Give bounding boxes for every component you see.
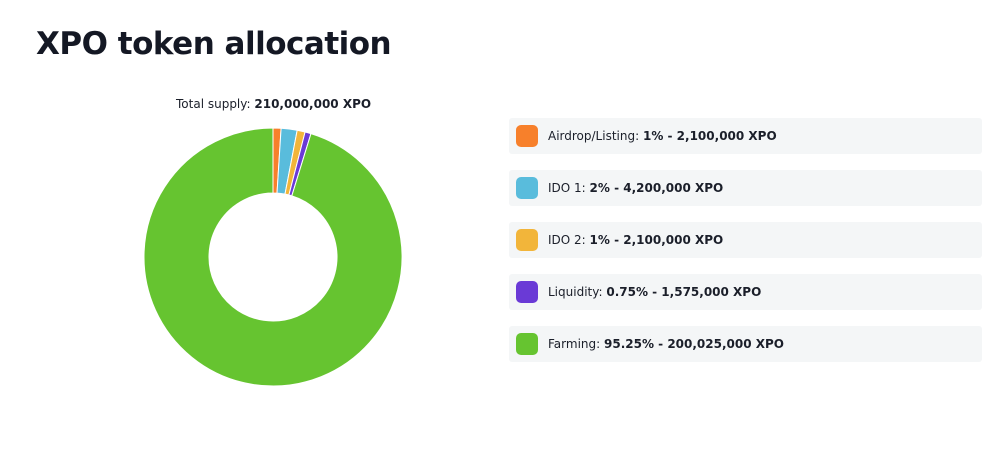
legend-swatch-ido-1 [516,177,538,199]
total-supply-label: Total supply: [176,97,251,111]
legend-item-ido-1: IDO 1: 2% - 4,200,000 XPO [509,170,982,206]
legend-label: Airdrop/Listing: [548,129,640,143]
legend-label: Liquidity: [548,285,603,299]
legend-item-liquidity: Liquidity: 0.75% - 1,575,000 XPO [509,274,982,310]
total-supply-value: 210,000,000 XPO [254,97,372,111]
legend-swatch-liquidity [516,281,538,303]
legend-value: 1% - 2,100,000 XPO [642,129,777,143]
page-title: XPO token allocation [36,26,392,62]
legend-value: 95.25% - 200,025,000 XPO [604,337,785,351]
donut-slice-farming [143,127,403,387]
legend-item-farming: Farming: 95.25% - 200,025,000 XPO [509,326,982,362]
legend: Airdrop/Listing: 1% - 2,100,000 XPO IDO … [509,118,982,378]
legend-value: 2% - 4,200,000 XPO [589,181,724,195]
legend-swatch-ido-2 [516,229,538,251]
legend-value: 0.75% - 1,575,000 XPO [606,285,762,299]
legend-swatch-airdrop-listing [516,125,538,147]
legend-item-airdrop-listing: Airdrop/Listing: 1% - 2,100,000 XPO [509,118,982,154]
donut-chart [143,127,403,387]
legend-label: IDO 2: [548,233,586,247]
legend-label: IDO 1: [548,181,586,195]
legend-label: Farming: [548,337,601,351]
legend-value: 1% - 2,100,000 XPO [589,233,724,247]
legend-swatch-farming [516,333,538,355]
legend-item-ido-2: IDO 2: 1% - 2,100,000 XPO [509,222,982,258]
donut-slices [143,127,403,387]
total-supply: Total supply: 210,000,000 XPO [176,97,371,111]
